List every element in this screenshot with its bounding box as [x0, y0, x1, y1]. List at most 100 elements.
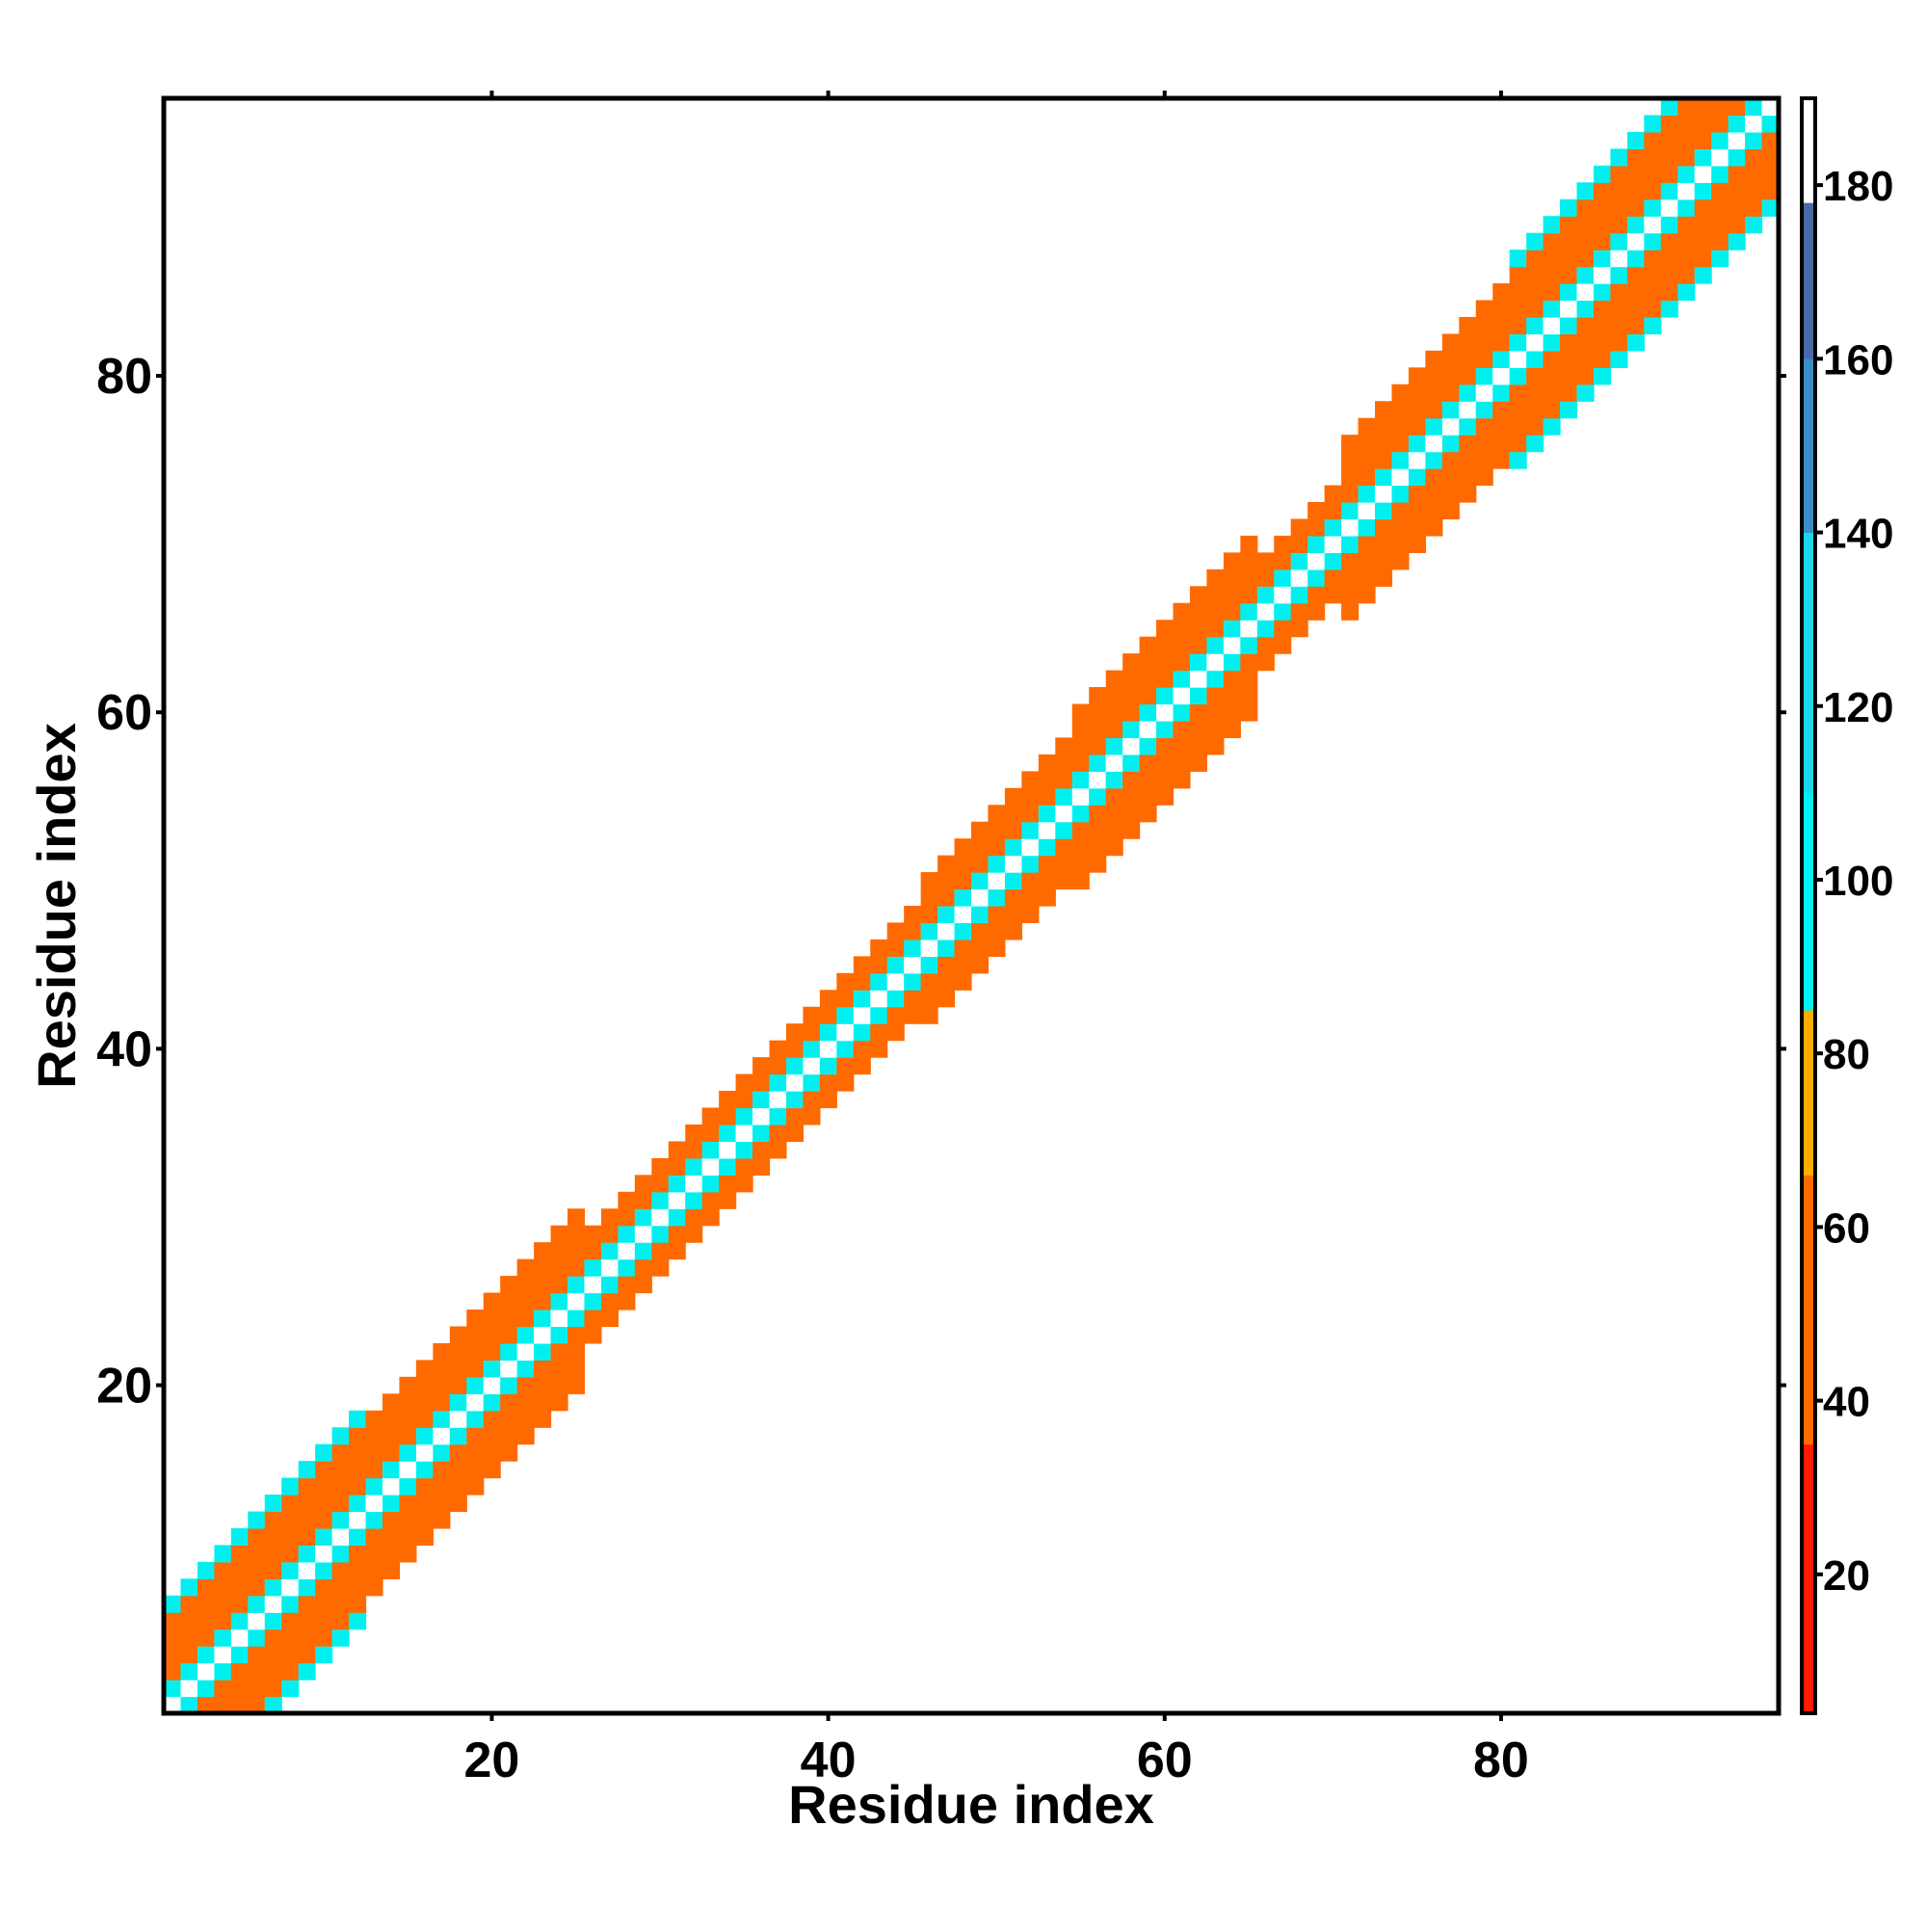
heatmap-cell [1543, 367, 1561, 385]
heatmap-cell [634, 1258, 652, 1277]
colorbar-tick-label: 100 [1823, 858, 1893, 905]
heatmap-cell [1543, 316, 1561, 335]
heatmap-cell [971, 872, 990, 890]
heatmap-cell [449, 1326, 467, 1344]
heatmap-cell [1441, 417, 1460, 436]
colorbar-segment [1802, 194, 1815, 203]
colorbar-segment [1802, 376, 1815, 385]
colorbar-segment [1802, 176, 1815, 186]
heatmap-cell [483, 1326, 501, 1344]
heatmap-cell [483, 1292, 501, 1310]
heatmap-cell [668, 1141, 686, 1159]
heatmap-cell [1307, 569, 1326, 587]
heatmap-cell [1341, 552, 1359, 570]
colorbar-segment [1802, 116, 1815, 125]
colorbar-segment [1802, 1175, 1815, 1184]
heatmap-cell [1576, 266, 1595, 284]
heatmap-cell [1509, 401, 1527, 419]
colorbar-segment [1802, 1166, 1815, 1176]
colorbar-segment [1802, 1495, 1815, 1506]
colorbar-segment [1802, 1704, 1815, 1714]
heatmap-cell [248, 1662, 266, 1681]
colorbar-tick-label: 180 [1823, 163, 1893, 210]
heatmap-cell [331, 1511, 350, 1529]
heatmap-cell [1745, 165, 1763, 183]
colorbar-segment [1802, 1565, 1815, 1575]
heatmap-cell [1543, 300, 1561, 318]
heatmap-cell [600, 1258, 619, 1277]
heatmap-cell [331, 1427, 350, 1445]
heatmap-cell [466, 1477, 485, 1495]
heatmap-cell [1459, 401, 1477, 419]
heatmap-cell [568, 1276, 586, 1294]
colorbar-segment [1802, 1062, 1815, 1072]
heatmap-cell [415, 1527, 434, 1547]
heatmap-cell [1324, 569, 1342, 587]
heatmap-cell [1441, 367, 1460, 385]
heatmap-cell [971, 956, 990, 974]
heatmap-cell [937, 855, 956, 873]
heatmap-cell [214, 1561, 232, 1579]
heatmap-cell [331, 1495, 350, 1513]
heatmap-cell [988, 939, 1006, 957]
heatmap-cell [264, 1578, 282, 1597]
colorbar-segment [1802, 185, 1815, 195]
heatmap-cell [197, 1561, 215, 1579]
heatmap-cell [349, 1477, 367, 1495]
heatmap-cell [415, 1511, 434, 1529]
heatmap-cell [500, 1360, 518, 1378]
heatmap-cell [853, 1040, 871, 1058]
heatmap-cell [1560, 232, 1578, 251]
colorbar-segment [1802, 124, 1815, 134]
heatmap-cell [1560, 216, 1578, 234]
colorbar-segment [1802, 992, 1815, 1002]
heatmap-cell [1509, 435, 1527, 453]
heatmap-cell [534, 1292, 552, 1310]
heatmap-cell [1122, 787, 1141, 806]
colorbar-segment [1802, 445, 1815, 455]
heatmap-cell [937, 906, 956, 924]
heatmap-cell [534, 1326, 552, 1344]
colorbar-segment [1802, 1131, 1815, 1141]
heatmap-cell [1526, 232, 1544, 251]
colorbar-segment [1802, 437, 1815, 446]
heatmap-cell [1240, 586, 1258, 604]
colorbar-segment [1802, 1183, 1815, 1193]
heatmap-cell [534, 1242, 552, 1260]
heatmap-cell [685, 1141, 703, 1159]
colorbar-segment [1802, 740, 1815, 751]
heatmap-cell [500, 1310, 518, 1328]
heatmap-cell [248, 1527, 266, 1547]
heatmap-cell [1694, 131, 1712, 149]
heatmap-cell [1375, 485, 1393, 503]
colorbar-segment [1802, 454, 1815, 463]
heatmap-cell [1711, 131, 1729, 149]
heatmap-cell [264, 1527, 282, 1547]
heatmap-cell [1408, 384, 1426, 402]
heatmap-cell [1694, 115, 1712, 133]
heatmap-cell [634, 1225, 652, 1243]
heatmap-cell [988, 821, 1006, 839]
heatmap-cell [584, 1242, 602, 1260]
heatmap-cell [1408, 502, 1426, 520]
heatmap-cell [466, 1410, 485, 1428]
colorbar-segment [1802, 150, 1815, 160]
heatmap-cell [1526, 266, 1544, 284]
heatmap-cell [819, 990, 837, 1008]
heatmap-cell [500, 1410, 518, 1428]
heatmap-cell [1189, 754, 1208, 772]
heatmap-cell [1139, 687, 1157, 705]
heatmap-cell [433, 1342, 451, 1361]
heatmap-cell [1660, 182, 1678, 200]
colorbar-segment [1802, 801, 1815, 811]
colorbar-segment [1802, 1305, 1815, 1314]
colorbar-segment [1802, 653, 1815, 664]
heatmap-cell [1593, 182, 1612, 200]
heatmap-cell [1660, 131, 1678, 149]
heatmap-cell [1391, 417, 1410, 436]
colorbar-segment [1802, 619, 1815, 629]
heatmap-cell [1593, 250, 1612, 268]
heatmap-cell [1089, 821, 1107, 839]
heatmap-cell [954, 906, 972, 924]
heatmap-cell [1526, 417, 1544, 436]
